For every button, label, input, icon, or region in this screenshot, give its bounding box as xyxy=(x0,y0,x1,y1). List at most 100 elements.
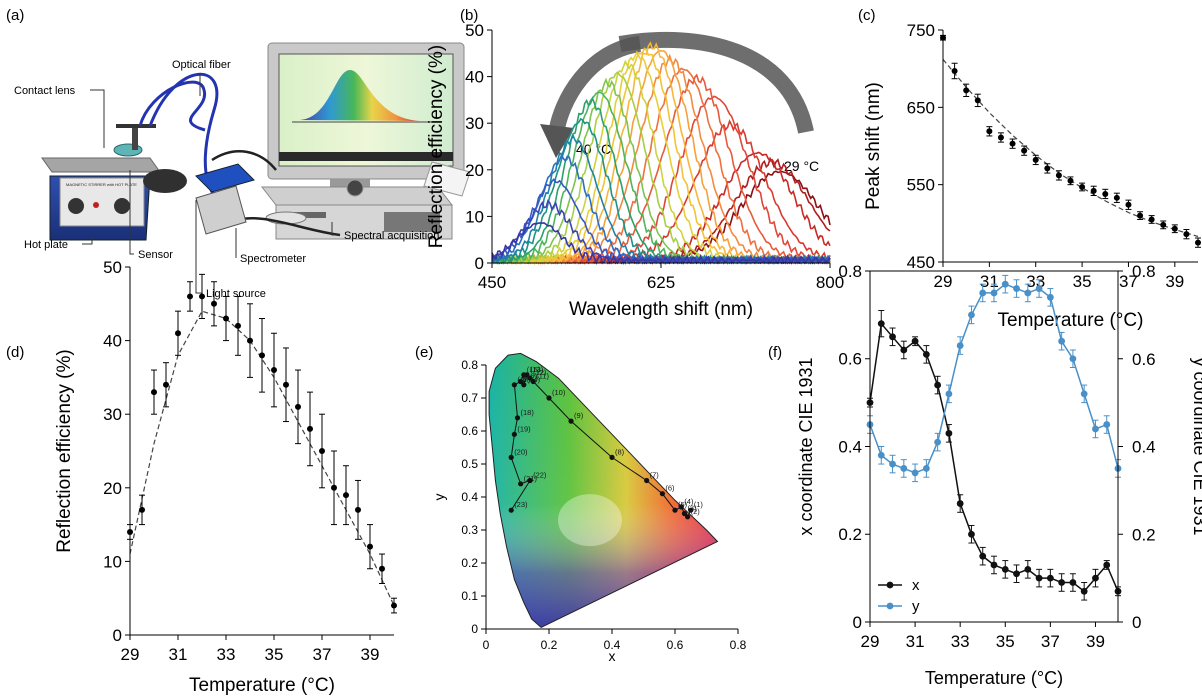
cie-point-label: (4) xyxy=(684,497,694,506)
data-point xyxy=(1160,221,1167,228)
x-tick-label: 800 xyxy=(816,273,844,292)
data-point xyxy=(1069,355,1077,363)
data-point xyxy=(1067,177,1074,184)
y-tick-label: 0.5 xyxy=(461,457,478,471)
data-point xyxy=(1080,587,1088,595)
x-axis-title: Temperature (°C) xyxy=(925,668,1063,688)
data-point xyxy=(1058,337,1066,345)
data-point xyxy=(1046,574,1054,582)
data-point xyxy=(911,337,919,345)
data-point xyxy=(911,469,919,477)
y-tick-label: 30 xyxy=(103,405,122,424)
data-point xyxy=(1021,147,1028,154)
data-point xyxy=(1125,201,1132,208)
cie-point-label: (14) xyxy=(527,375,541,384)
data-point xyxy=(235,322,241,329)
y-tick-label: 50 xyxy=(465,21,484,40)
cie-point xyxy=(511,382,517,388)
data-point xyxy=(1009,140,1016,147)
probe-arm xyxy=(116,124,156,128)
data-point xyxy=(1195,239,1201,246)
y-tick-label: 20 xyxy=(103,479,122,498)
legend-label: y xyxy=(912,598,920,615)
cie-point-label: (20) xyxy=(514,447,528,456)
y-tick-label: 10 xyxy=(465,207,484,226)
cie-point xyxy=(511,431,517,437)
data-point xyxy=(1092,574,1099,582)
callout-contact-lens xyxy=(90,89,105,148)
y-tick-label: 40 xyxy=(103,332,122,351)
y-axis-title: Reflection efficiency (%) xyxy=(426,45,447,248)
panel-label-b: (b) xyxy=(460,7,478,24)
spectrum-line xyxy=(491,222,831,265)
y-tick-label: 450 xyxy=(907,253,935,272)
x-tick-label: 39 xyxy=(1086,632,1105,651)
cie-point-label: (1) xyxy=(694,500,704,509)
data-point xyxy=(1102,190,1109,197)
data-point xyxy=(271,367,277,374)
label-contact-lens: Contact lens xyxy=(14,85,76,97)
chart-e: (1)(2)(3)(4)(5)(6)(7)(8)(9)(10)(11)(12)(… xyxy=(431,352,747,664)
hotplate-knob-left xyxy=(68,198,84,214)
label-spectral-acquisition: Spectral acquisition xyxy=(344,230,439,242)
cie-point xyxy=(546,395,552,401)
cie-point xyxy=(688,507,694,513)
data-point xyxy=(1137,212,1144,219)
temperature-arrowhead xyxy=(540,124,574,158)
x-tick-label: 35 xyxy=(265,645,284,664)
chart-b: 450 625 800 0 10 20 30 40 50 Wavelength shift (nm… xyxy=(426,21,844,320)
data-point xyxy=(343,492,349,499)
data-point xyxy=(163,381,169,388)
data-point xyxy=(367,543,373,550)
spectrometer-box xyxy=(195,185,247,235)
cie-locus-outline xyxy=(488,352,719,628)
y-axis-title: y xyxy=(431,494,447,501)
setup-illustration: MAGNETIC STIRRER with HOT PLATE Contact … xyxy=(14,42,471,300)
y-tick-label: 0.8 xyxy=(461,358,478,372)
y-tick-label: 30 xyxy=(465,114,484,133)
x-tick-label: 35 xyxy=(996,632,1015,651)
chart-d: 29 31 33 35 37 39 0 10 20 30 40 50 Temperature (°C) R… xyxy=(54,258,397,696)
panel-label-e: (e) xyxy=(415,344,433,361)
cie-point xyxy=(568,418,574,424)
cie-point-label: (3) xyxy=(687,504,697,513)
data-point xyxy=(175,330,181,337)
data-point xyxy=(945,390,953,398)
x-tick-label: 0.8 xyxy=(730,638,747,652)
temperature-arrow-lower xyxy=(548,36,642,137)
panel-label-f: (f) xyxy=(768,344,782,361)
y-tick-label: 50 xyxy=(103,258,122,277)
cie-point-label: (17) xyxy=(517,375,531,384)
panel-label-c: (c) xyxy=(858,7,876,24)
panel-label-a: (a) xyxy=(6,7,24,24)
legend-label: x xyxy=(912,577,920,594)
data-point xyxy=(1001,280,1009,288)
legend-marker xyxy=(886,581,894,589)
paper-sheet xyxy=(423,161,471,197)
data-point xyxy=(151,389,157,396)
webcam xyxy=(346,179,364,197)
cie-point-label: (8) xyxy=(615,447,625,456)
x-tick-label: 29 xyxy=(121,645,140,664)
label-light-source: Light source xyxy=(206,288,266,300)
data-point xyxy=(956,342,964,349)
data-point xyxy=(1103,561,1111,569)
stand-base xyxy=(143,169,187,193)
label-hot-plate: Hot plate xyxy=(24,239,68,251)
y-tick-label: 0 xyxy=(471,622,478,636)
cie-point xyxy=(518,378,524,385)
panel-label-d: (d) xyxy=(6,344,24,361)
data-point xyxy=(956,500,964,507)
x-tick-label: 0 xyxy=(483,638,490,652)
x-tick-label: 31 xyxy=(169,645,188,664)
data-point xyxy=(934,438,942,446)
data-point xyxy=(1055,172,1062,179)
y-tick-label: 0 xyxy=(113,626,122,645)
data-point xyxy=(295,403,301,410)
data-point xyxy=(1090,187,1097,194)
label-sensor: Sensor xyxy=(138,249,173,261)
x-axis-title: Wavelength shift (nm) xyxy=(569,299,753,320)
x-tick-label: 33 xyxy=(217,645,236,664)
y-right-tick-label: 0.8 xyxy=(1132,262,1156,281)
data-point xyxy=(1079,183,1086,190)
